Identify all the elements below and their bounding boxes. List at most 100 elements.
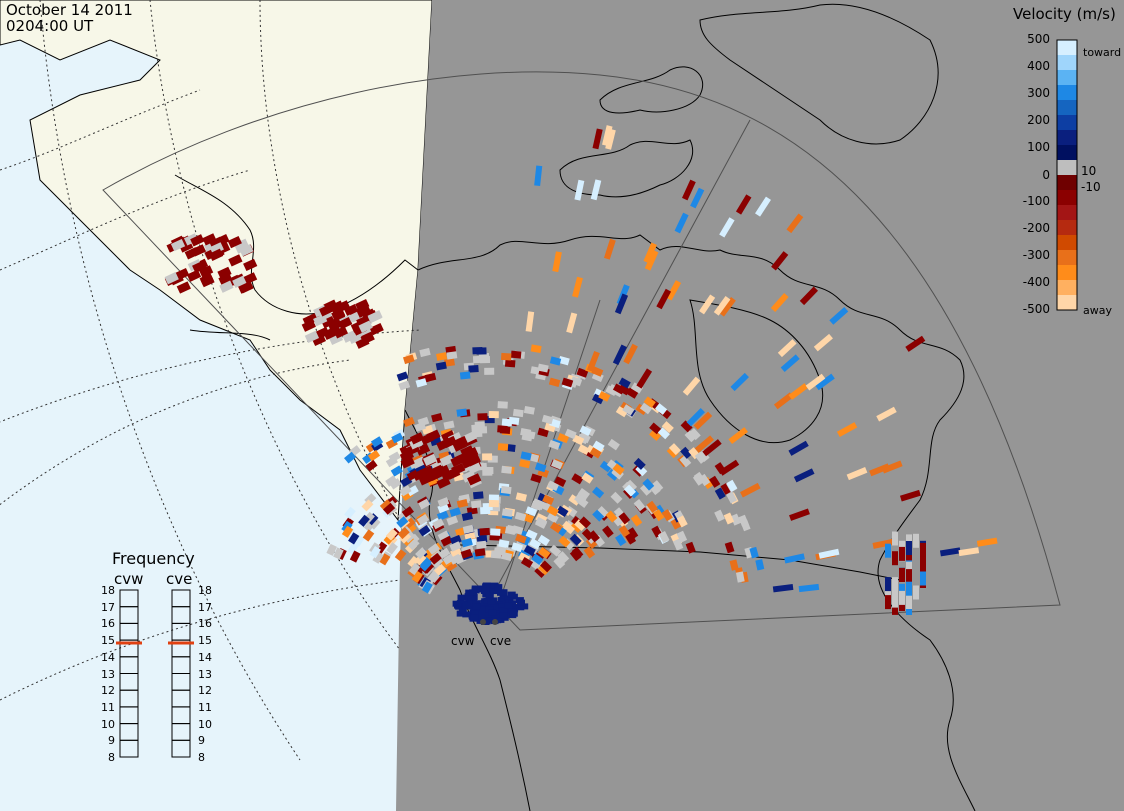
scatter-cell [414, 421, 427, 432]
radar-label-cve: cve [490, 634, 512, 648]
scatter-cell [574, 493, 587, 506]
cve-frequency-cell [171, 739, 191, 758]
scatter-cell [347, 542, 359, 555]
scatter-cell [478, 611, 487, 617]
scatter-cell [684, 430, 697, 443]
scatter-cell [399, 485, 412, 497]
scatter-cell [630, 514, 643, 527]
scatter-cell [509, 610, 518, 617]
scatter-cell [516, 604, 525, 611]
frequency-cvw-label: cvw [114, 570, 144, 588]
coastline-hudson-bay [689, 299, 824, 444]
scatter-cell [367, 310, 382, 324]
colorbar-tick-label: -500 [1022, 302, 1050, 316]
scatter-cell [557, 551, 570, 564]
scatter-cell [372, 551, 384, 564]
frequency-scale-label: 18 [198, 584, 212, 597]
scatter-cell [676, 515, 688, 528]
scatter-cell [472, 355, 484, 364]
scatter-cell [409, 432, 425, 445]
scatter-cell [418, 473, 433, 486]
scatter-cell [517, 599, 525, 606]
scatter-cell [176, 281, 191, 294]
scatter-cell [740, 519, 751, 532]
colorbar-tick-label: 500 [1027, 32, 1050, 46]
scatter-cell [500, 352, 512, 361]
scatter-cell [564, 428, 577, 440]
scatter-cell [899, 489, 921, 502]
scatter-cell [546, 512, 559, 524]
scatter-cell [421, 581, 433, 594]
scatter-cell [335, 300, 351, 313]
scatter-cell [643, 242, 657, 264]
scatter-cell [397, 527, 410, 540]
scatter-cell [498, 603, 506, 610]
scatter-cell [399, 531, 412, 544]
scatter-cell [462, 603, 471, 610]
scatter-cell [443, 420, 455, 430]
scatter-cell [379, 553, 391, 566]
scatter-cell [472, 346, 483, 355]
scatter-cell [369, 322, 384, 336]
scatter-cell [623, 343, 638, 365]
scatter-cell [476, 534, 488, 543]
scatter-cell [348, 331, 363, 344]
scatter-cell [612, 344, 627, 366]
scatter-cell [468, 364, 479, 373]
scatter-cell [499, 426, 511, 434]
scatter-cell [728, 427, 748, 445]
scatter-cell [836, 422, 858, 438]
scatter-cell [626, 527, 639, 540]
scatter-cell [199, 273, 214, 286]
scatter-cell [419, 432, 435, 446]
scatter-cell [218, 273, 233, 286]
scatter-cell [401, 506, 415, 518]
scatter-cell [680, 446, 693, 459]
scatter-cell [592, 509, 605, 522]
scatter-cell [523, 544, 536, 556]
scatter-cell [676, 530, 688, 543]
scatter-cell [554, 476, 567, 487]
scatter-cell [612, 463, 625, 476]
scatter-cell [510, 350, 522, 359]
scatter-cell [358, 514, 370, 527]
scatter-cell [427, 543, 441, 555]
scatter-cell [547, 480, 560, 491]
scatter-cell [788, 383, 809, 400]
night-shading [396, 0, 1124, 811]
scatter-cell [574, 519, 587, 532]
scatter-cell [885, 595, 891, 610]
scatter-cell [449, 507, 462, 517]
scatter-cell [515, 492, 527, 502]
frequency-scale-label: 12 [101, 684, 115, 698]
scatter-cell [462, 524, 475, 534]
scatter-cell [590, 179, 602, 201]
scatter-cell [469, 589, 478, 596]
scatter-cell [624, 532, 637, 545]
frequency-scale-label: 15 [101, 634, 115, 648]
frequency-cve-label: cve [166, 570, 193, 588]
scatter-cell [958, 547, 980, 557]
scatter-cell [429, 464, 445, 478]
scatter-cell [422, 453, 438, 467]
scatter-cell [498, 539, 510, 549]
scatter-cell [524, 430, 536, 440]
scatter-cell [356, 305, 371, 318]
scatter-cell [690, 187, 705, 209]
colorbar-segment [1057, 115, 1077, 131]
scatter-cell [482, 453, 493, 461]
scatter-cell [846, 467, 868, 481]
scatter-cell [670, 517, 682, 530]
scatter-cell [773, 392, 794, 410]
scatter-cell [396, 516, 409, 529]
scatter-cell [450, 454, 465, 467]
scatter-cell [497, 443, 509, 451]
scatter-cell [519, 459, 531, 469]
frequency-scale-label: 17 [198, 600, 212, 614]
scatter-cell [470, 614, 479, 621]
scatter-cell [383, 502, 396, 515]
frequency-scale-label: 14 [101, 650, 115, 664]
scatter-cell [202, 233, 217, 246]
colorbar-tick-label: -10 [1081, 180, 1101, 194]
scatter-cell [408, 562, 421, 576]
